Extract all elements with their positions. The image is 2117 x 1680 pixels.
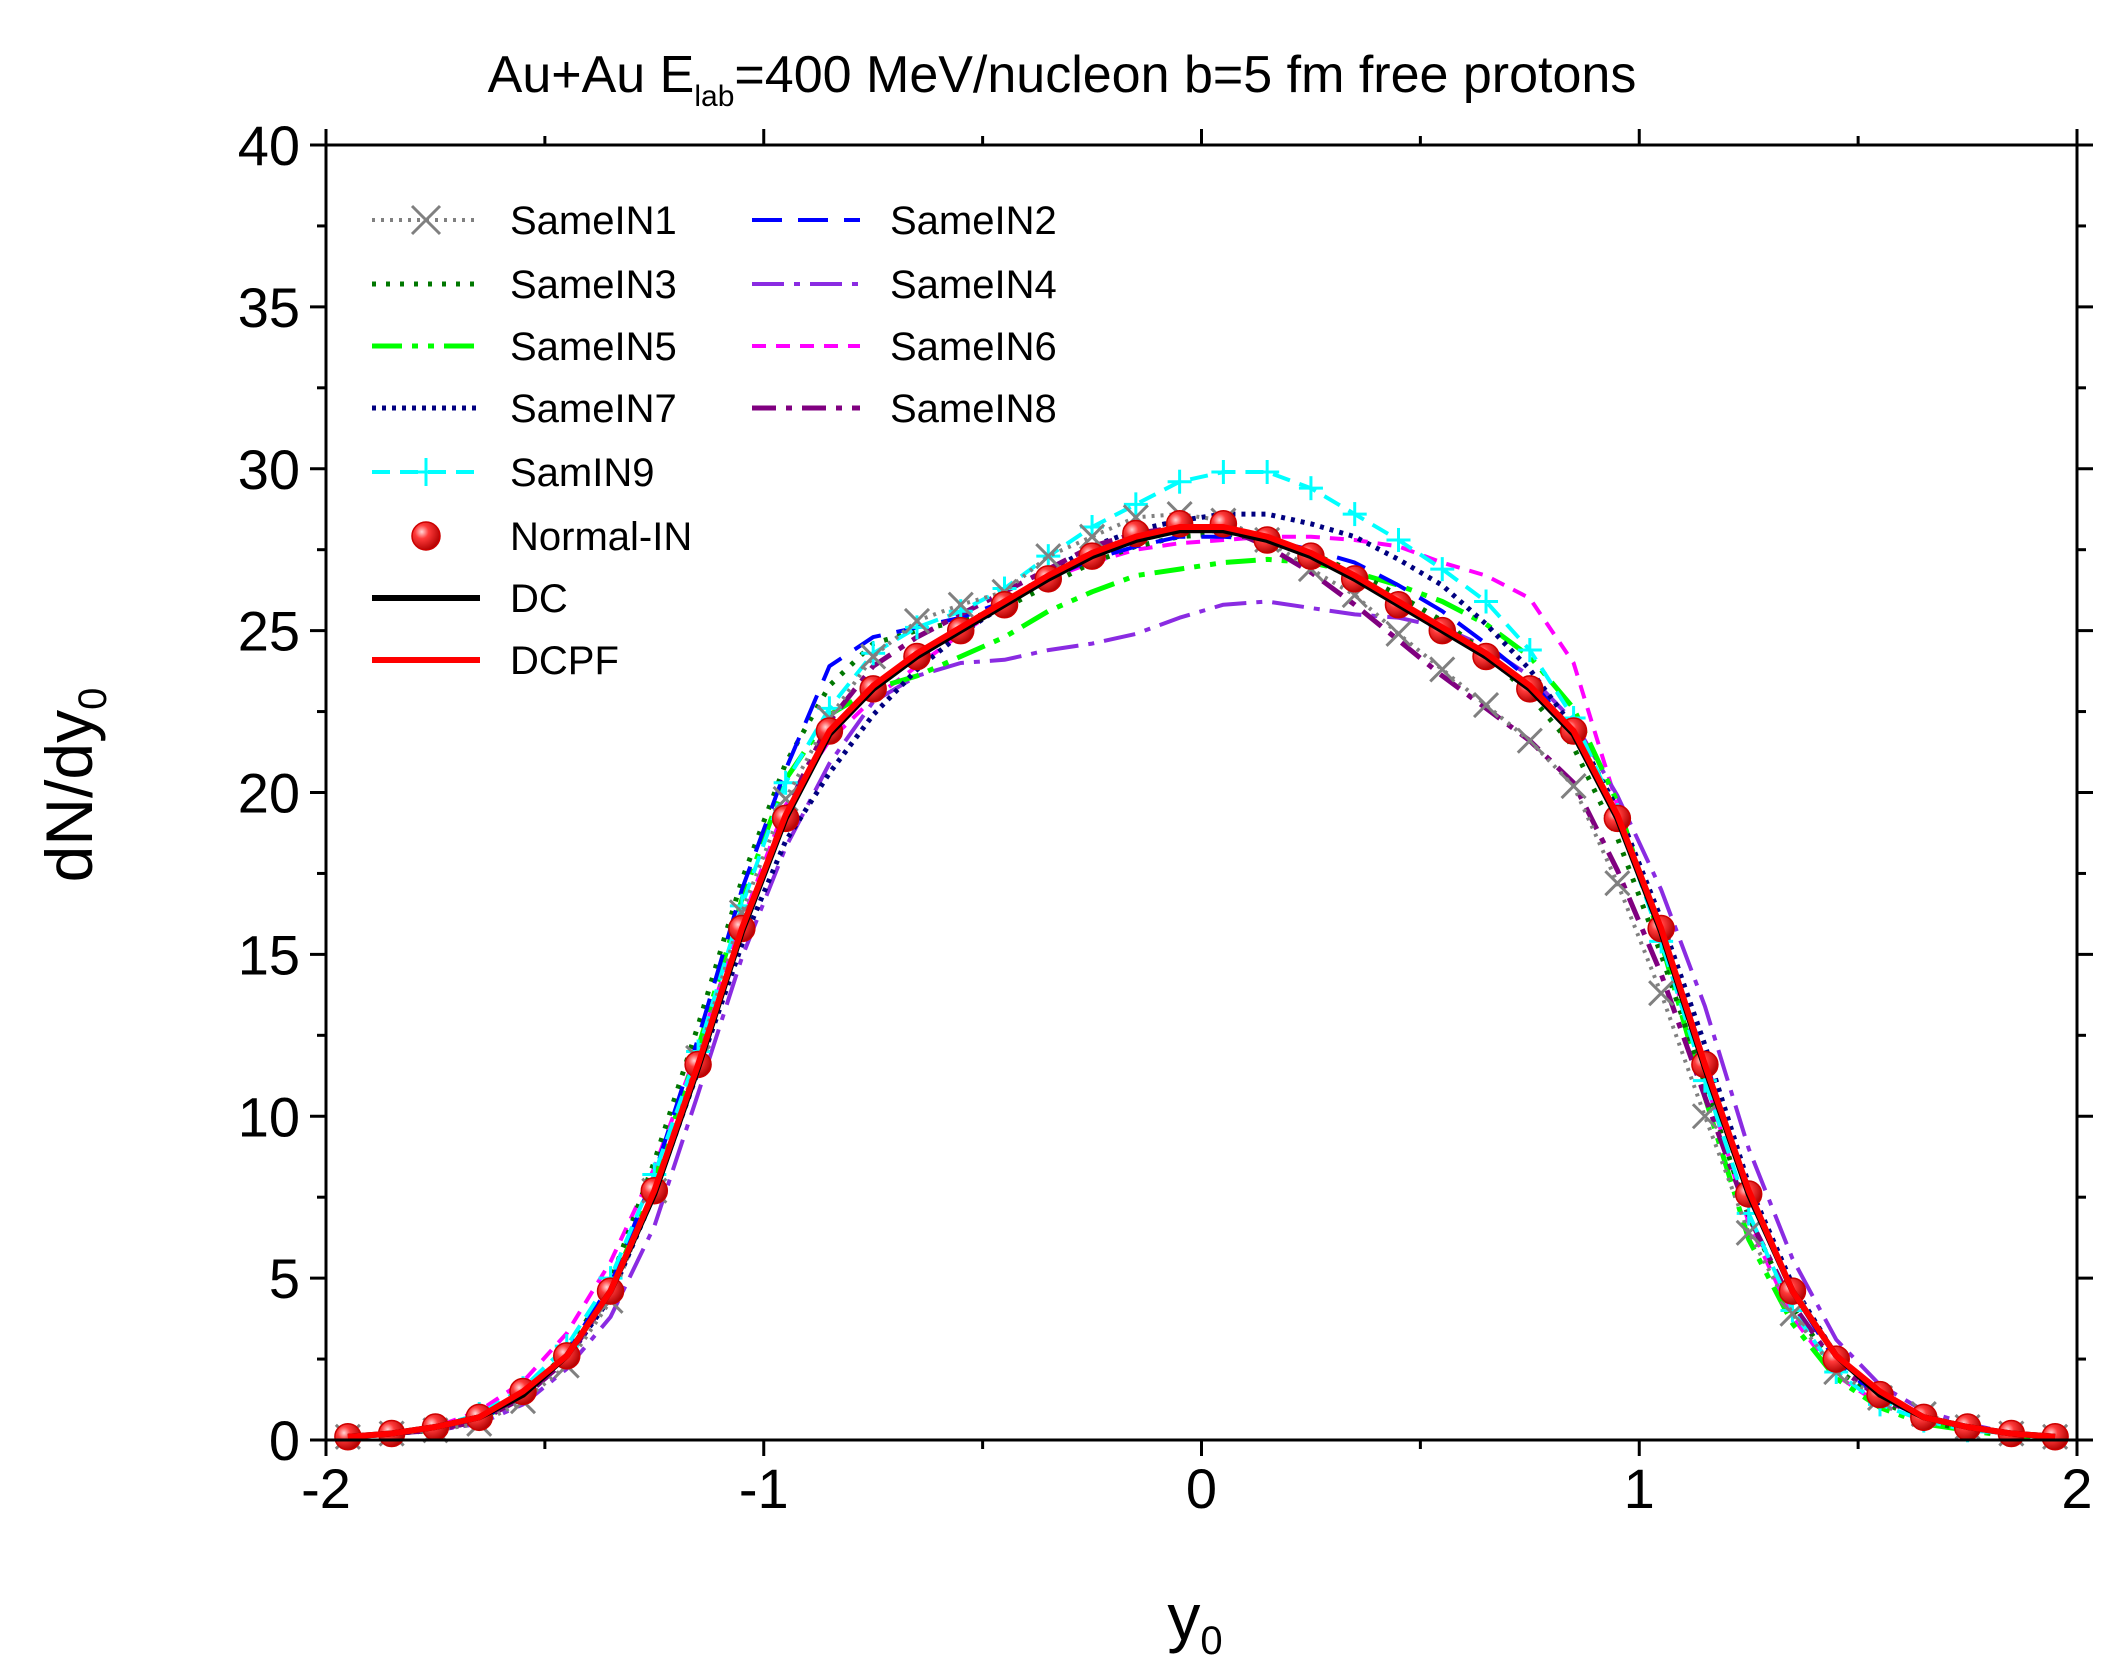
- y-tick-label: 30: [238, 438, 300, 501]
- y-tick-label: 20: [238, 762, 300, 825]
- data-point-samein1: [1735, 1219, 1762, 1246]
- data-point-samein1: [1648, 980, 1675, 1007]
- series-line-samein4: [347, 599, 2056, 1439]
- legend-label-samein6: SameIN6: [890, 325, 1057, 369]
- y-tick-label: 10: [238, 1085, 300, 1148]
- legend-label-samein4: SameIN4: [890, 263, 1057, 307]
- data-point-samin9: [1298, 476, 1323, 501]
- plot-area: [334, 459, 2069, 1451]
- legend-item-samein1: SameIN1: [372, 199, 677, 243]
- data-point-samein1: [1035, 543, 1062, 570]
- data-point-samin9: [1167, 469, 1192, 494]
- legend-label-samin9: SamIN9: [510, 451, 655, 495]
- data-point-samein1: [1079, 523, 1106, 550]
- y-axis-label-main: dN/dy: [32, 710, 106, 882]
- data-point-samin9: [861, 641, 886, 666]
- x-tick-label: -1: [739, 1457, 789, 1520]
- legend-label-samein1: SameIN1: [510, 199, 677, 243]
- y-tick-label: 25: [238, 600, 300, 663]
- legend-item-samein5: SameIN5: [372, 325, 677, 369]
- y-tick-label: 0: [269, 1409, 300, 1472]
- data-point-samin9: [1123, 492, 1148, 517]
- data-point-samin9: [1386, 527, 1411, 552]
- data-point-samin9: [1211, 459, 1236, 484]
- legend-item-normal-in: Normal-IN: [411, 515, 692, 559]
- series-line-samein6: [347, 534, 2056, 1439]
- series-samein6: [347, 534, 2056, 1439]
- data-point-samein1: [860, 643, 887, 670]
- legend-label-dcpf: DCPF: [510, 639, 619, 683]
- x-tick-label: -2: [301, 1457, 351, 1520]
- legend-label-dc: DC: [510, 577, 568, 621]
- legend-marker-samein1: [410, 204, 442, 236]
- x-axis-label: y0: [1167, 1580, 1222, 1663]
- legend-marker-normal-in: [411, 521, 441, 551]
- data-point-samein1: [947, 591, 974, 618]
- legend-item-samein8: SameIN8: [752, 387, 1057, 431]
- data-point-samein1: [1429, 656, 1456, 683]
- chart-title: Au+Au Elab=400 MeV/nucleon b=5 fm free p…: [488, 46, 1637, 113]
- legend-label-samein3: SameIN3: [510, 263, 677, 307]
- data-point-samein1: [1691, 1103, 1718, 1130]
- series-dcpf: [347, 524, 2056, 1440]
- legend-item-samein2: SameIN2: [752, 199, 1057, 243]
- legend-label-normal-in: Normal-IN: [510, 515, 692, 559]
- y-tick-label: 40: [238, 114, 300, 177]
- data-point-samein1: [903, 607, 931, 634]
- y-tick-label: 35: [238, 276, 300, 339]
- legend-item-dcpf: DCPF: [372, 639, 619, 683]
- legend-label-samein5: SameIN5: [510, 325, 677, 369]
- chart-title-subscript: lab: [694, 80, 734, 113]
- legend: SameIN1 SameIN2 SameIN3 SameIN4 SameIN5 SameI…: [372, 199, 1057, 683]
- chart-title-suffix: =400 MeV/nucleon b=5 fm free protons: [734, 46, 1636, 104]
- y-tick-label: 5: [269, 1247, 300, 1310]
- series-samein4: [347, 599, 2056, 1439]
- chart-title-prefix: Au+Au E: [488, 46, 695, 104]
- data-point-samein1: [1604, 870, 1631, 897]
- series-line-samin9: [347, 470, 2056, 1439]
- legend-item-samin9: SamIN9: [372, 451, 655, 495]
- x-tick-label: 0: [1186, 1457, 1217, 1520]
- series-samin9: [335, 459, 2068, 1449]
- series-line-dcpf: [347, 524, 2056, 1440]
- data-point-samein1: [1560, 772, 1587, 800]
- data-point-samin9: [1255, 459, 1280, 484]
- legend-label-samein2: SameIN2: [890, 199, 1057, 243]
- y-tick-label: 15: [238, 923, 300, 986]
- data-point-samin9: [1430, 557, 1455, 582]
- data-point-samein1: [1472, 692, 1500, 719]
- legend-item-samein6: SameIN6: [752, 325, 1057, 369]
- data-point-samin9: [1342, 502, 1367, 527]
- legend-item-samein3: SameIN3: [372, 263, 677, 307]
- legend-item-samein4: SameIN4: [752, 263, 1057, 307]
- data-point-samein1: [1385, 620, 1412, 647]
- data-point-samein1: [1516, 727, 1543, 754]
- x-axis-label-sub: 0: [1200, 1619, 1222, 1663]
- legend-label-samein8: SameIN8: [890, 387, 1057, 431]
- data-point-samin9: [1474, 589, 1499, 614]
- y-axis-label-sub: 0: [71, 688, 115, 710]
- legend-item-samein7: SameIN7: [372, 387, 677, 431]
- x-axis-label-main: y: [1167, 1580, 1200, 1654]
- legend-item-dc: DC: [372, 577, 568, 621]
- x-tick-label: 1: [1624, 1457, 1655, 1520]
- x-tick-label: 2: [2061, 1457, 2092, 1520]
- legend-label-samein7: SameIN7: [510, 387, 677, 431]
- legend-marker-samin9: [412, 458, 440, 486]
- data-point-samin9: [1517, 638, 1542, 663]
- y-axis-label: dN/dy0: [32, 688, 115, 883]
